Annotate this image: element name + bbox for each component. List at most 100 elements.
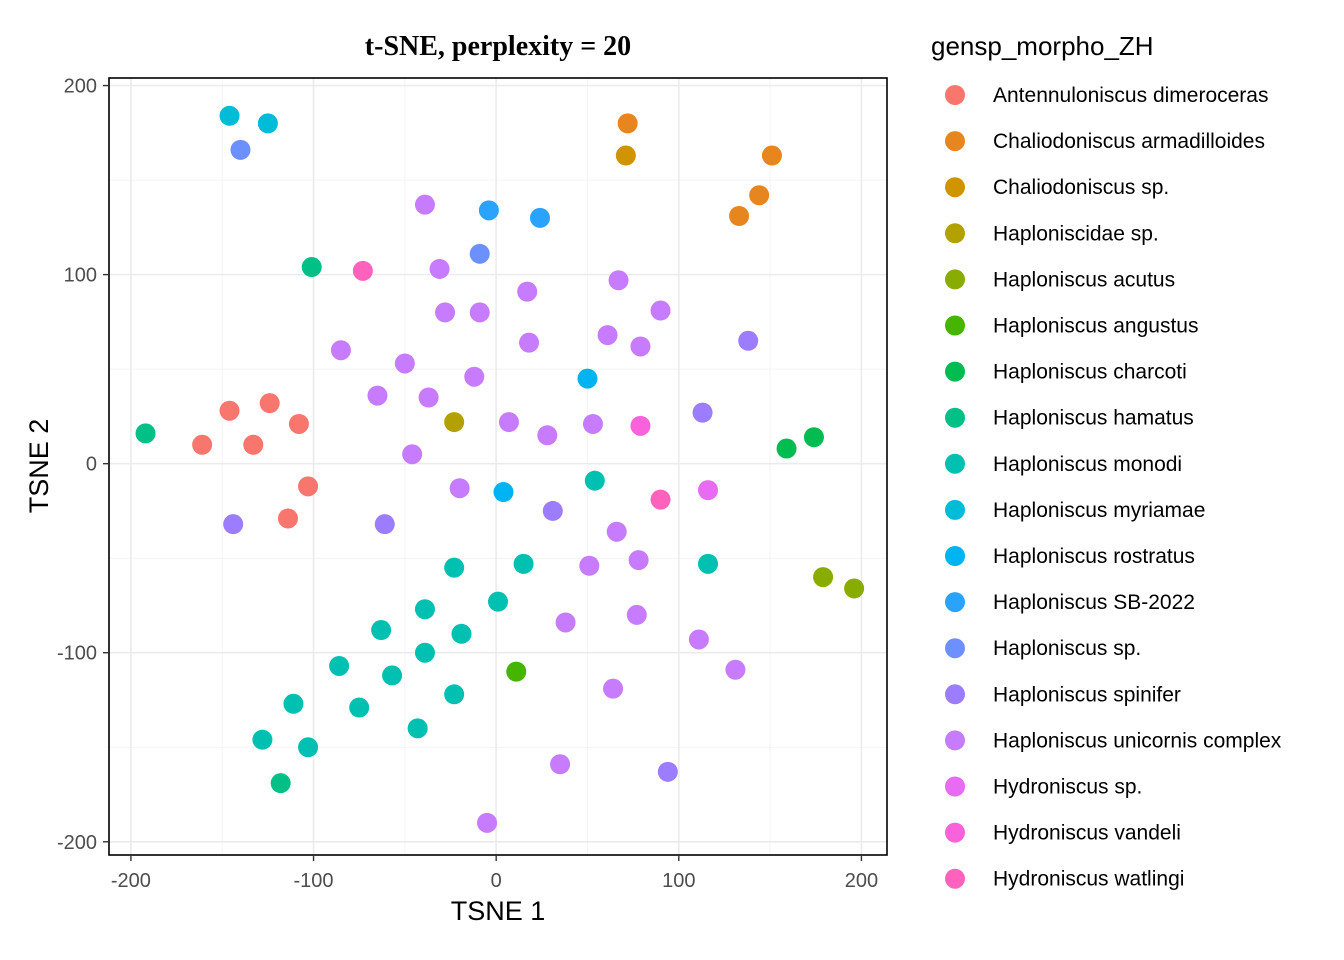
data-point	[626, 604, 647, 625]
data-point	[606, 521, 627, 542]
data-point	[698, 480, 719, 501]
plot-panel-border	[108, 77, 888, 856]
data-point	[444, 684, 465, 705]
legend-label: Haploniscus angustus	[993, 315, 1198, 338]
data-point	[608, 270, 629, 291]
data-point	[698, 553, 719, 574]
data-point	[371, 620, 392, 641]
legend-label: Antennuloniscus dimeroceras	[993, 84, 1268, 107]
data-point	[579, 555, 600, 576]
data-point	[414, 642, 435, 663]
data-point	[444, 412, 465, 433]
legend-key	[945, 638, 965, 659]
data-point	[749, 185, 770, 206]
data-point	[435, 302, 456, 323]
data-point	[493, 482, 514, 503]
legend-label: Haploniscus charcoti	[993, 361, 1187, 384]
legend-key	[945, 361, 965, 382]
legend-key	[945, 407, 965, 428]
data-point	[488, 591, 508, 612]
x-tick-label: 100	[662, 870, 695, 892]
legend-key	[945, 592, 965, 613]
data-point	[729, 206, 750, 227]
legend-label: Haploniscus sp.	[993, 637, 1141, 660]
legend-label: Chaliodoniscus sp.	[993, 176, 1169, 199]
data-point	[414, 599, 435, 620]
y-tick-label: 0	[86, 454, 97, 476]
data-point	[277, 508, 298, 529]
data-point	[469, 302, 490, 323]
legend-label: Haploniscus rostratus	[993, 545, 1195, 568]
data-point	[630, 336, 651, 357]
legend-key	[945, 684, 965, 705]
data-point	[219, 400, 240, 421]
data-point	[135, 423, 156, 444]
data-point	[517, 281, 538, 302]
data-point	[329, 655, 350, 676]
legend-label: Haploniscus myriamae	[993, 499, 1205, 522]
data-point	[407, 718, 428, 739]
data-point	[394, 353, 415, 374]
data-point	[451, 623, 472, 644]
data-point	[498, 412, 519, 433]
legend-key	[945, 868, 965, 889]
y-tick-label: 200	[64, 76, 97, 98]
data-point	[603, 678, 624, 699]
data-point	[813, 567, 834, 588]
data-point	[257, 113, 278, 134]
data-point	[738, 330, 759, 351]
legend-label: Chaliodoniscus armadilloides	[993, 130, 1265, 153]
data-point	[414, 194, 435, 215]
legend-label: Hydroniscus sp.	[993, 776, 1142, 799]
data-point	[288, 413, 309, 434]
data-point	[382, 665, 403, 686]
x-tick-label: 0	[491, 870, 502, 892]
data-point	[615, 145, 636, 166]
legend-label: Haploniscidae sp.	[993, 222, 1159, 245]
data-point	[418, 387, 439, 408]
chart-title: t-SNE, perplexity = 20	[365, 31, 631, 62]
y-tick-label: 100	[64, 265, 97, 287]
data-point	[577, 368, 598, 389]
data-point	[402, 444, 423, 465]
data-point	[270, 773, 291, 794]
y-axis-ticks: -200 -100 0 100 200	[57, 76, 109, 854]
legend-items: Antennuloniscus dimeroceras Chaliodoniscu…	[945, 84, 1282, 891]
data-point	[582, 413, 603, 434]
legend-key	[945, 776, 965, 797]
data-point	[349, 697, 370, 718]
data-point	[283, 693, 304, 714]
legend-key	[945, 546, 965, 566]
data-point	[519, 332, 540, 353]
data-point	[449, 478, 470, 499]
x-axis-title: TSNE 1	[451, 896, 546, 926]
data-point	[725, 659, 746, 680]
x-axis-ticks: -200 -100 0 100 200	[111, 855, 878, 892]
data-point	[844, 578, 865, 599]
legend-key	[945, 822, 965, 843]
y-tick-label: -100	[57, 643, 97, 665]
data-point	[688, 629, 709, 650]
data-point	[429, 258, 450, 279]
legend-key	[945, 499, 965, 520]
data-point	[657, 761, 678, 782]
data-point	[630, 415, 651, 436]
x-tick-label: 200	[845, 870, 878, 892]
legend-key	[945, 269, 965, 290]
data-point	[650, 489, 671, 510]
legend-key	[945, 453, 965, 474]
legend-label: Haploniscus monodi	[993, 453, 1182, 476]
legend-key	[945, 131, 965, 152]
data-point	[259, 393, 280, 414]
data-point	[542, 500, 563, 521]
data-point	[617, 113, 638, 134]
data-point	[513, 553, 534, 574]
scatter-points	[135, 105, 865, 833]
data-point	[776, 438, 797, 459]
legend-key	[945, 177, 965, 198]
data-point	[252, 729, 273, 750]
data-point	[469, 243, 490, 264]
data-point	[761, 145, 782, 166]
data-point	[650, 300, 671, 321]
